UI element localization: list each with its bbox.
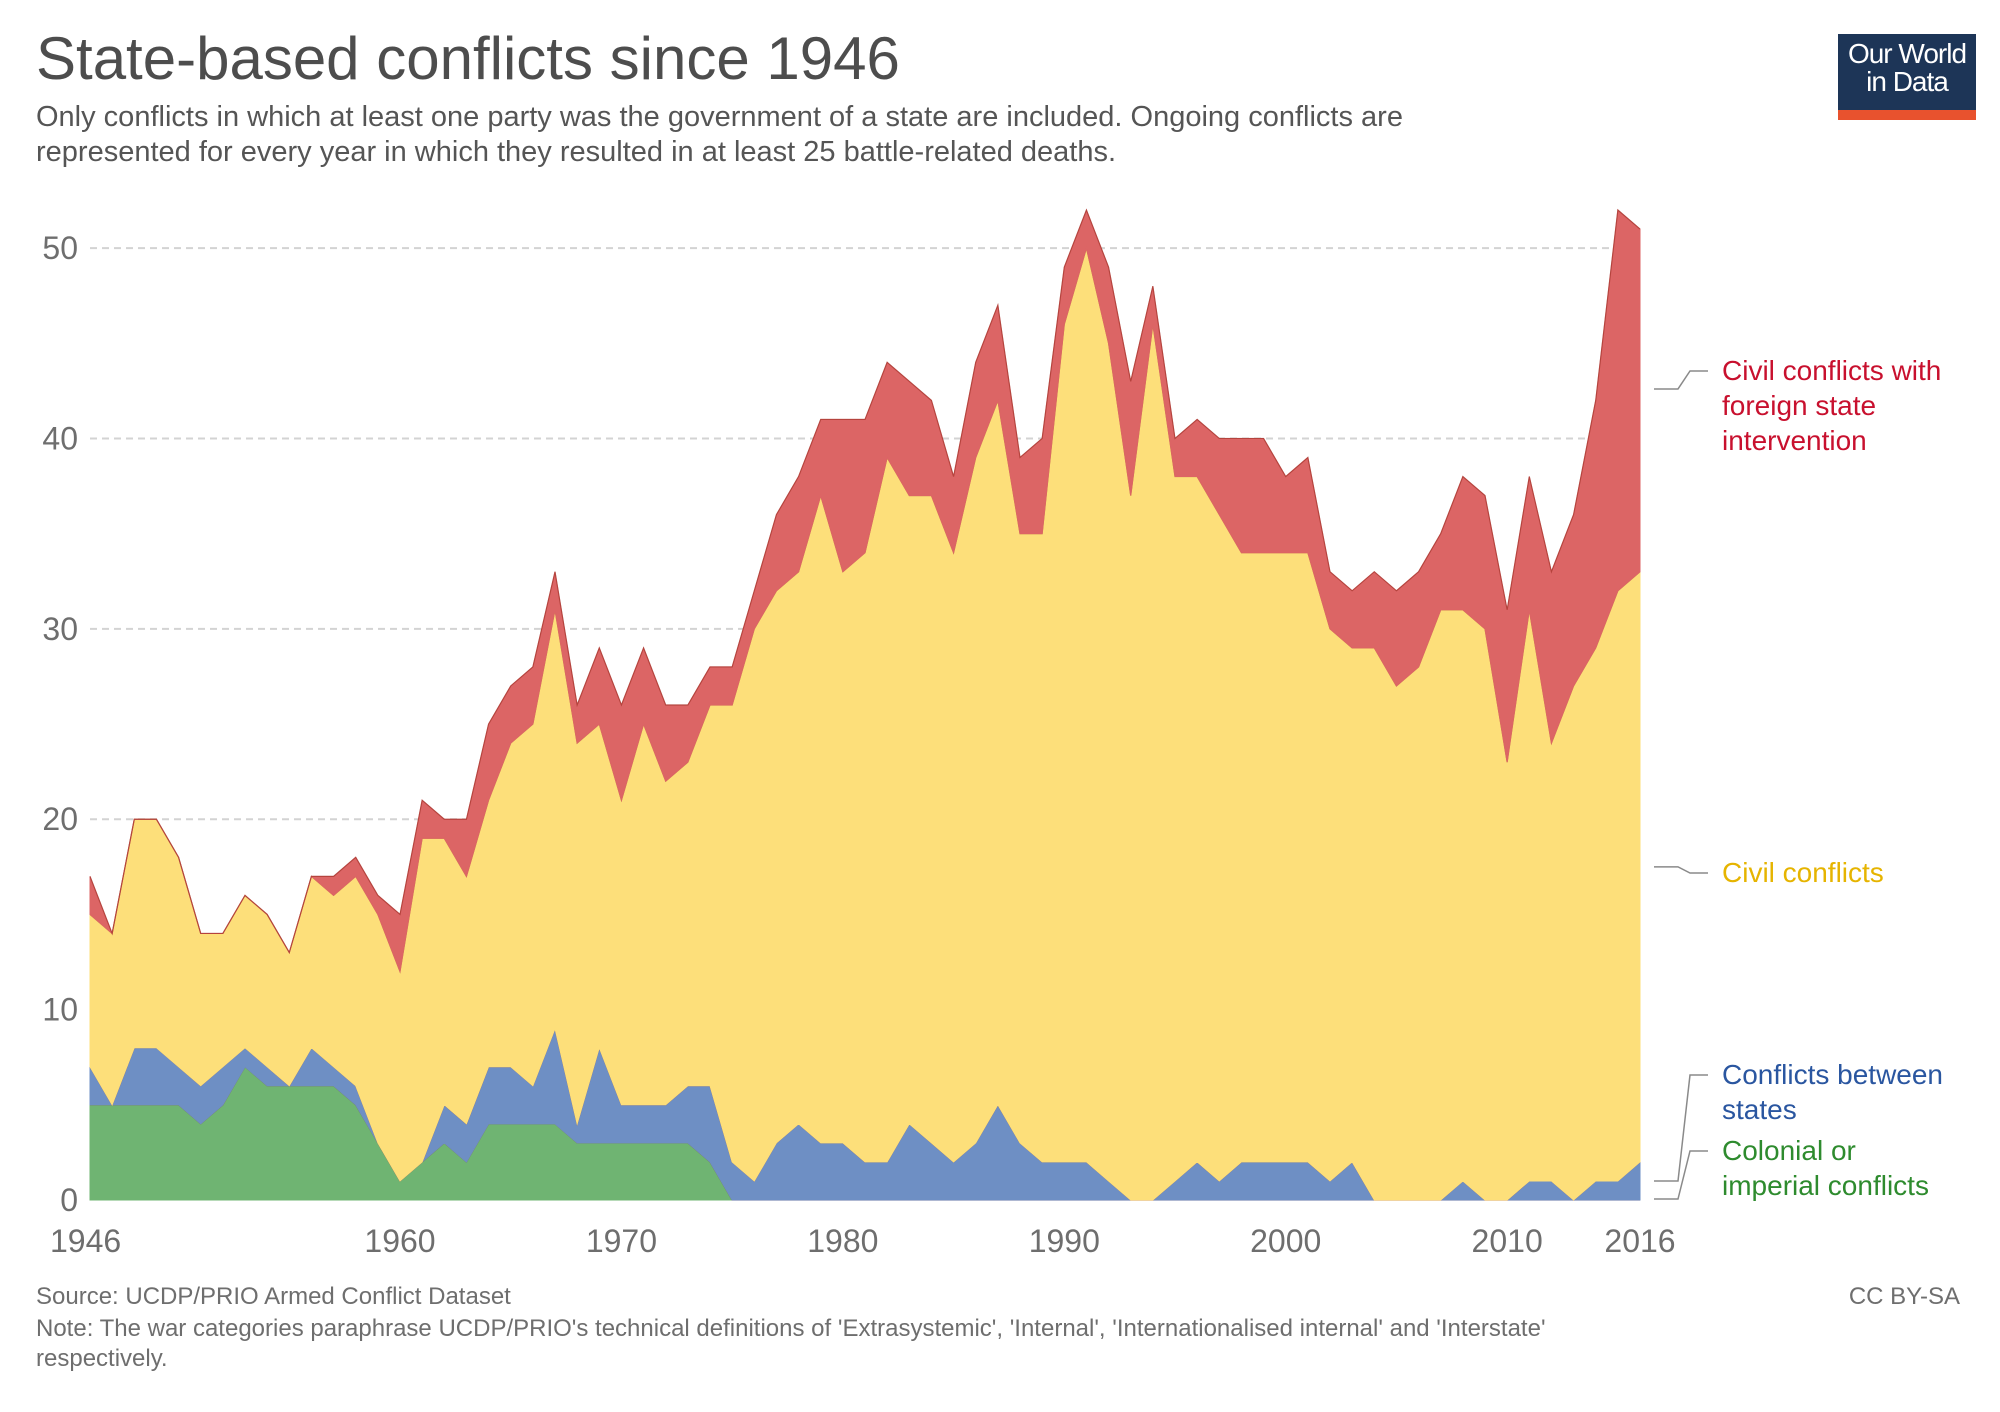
note-line: respectively.	[36, 1345, 168, 1372]
y-tick-label: 20	[42, 801, 78, 837]
logo-line: Our World	[1847, 38, 1967, 69]
area-civil-conflicts	[89, 246, 1641, 1201]
y-tick-label: 10	[42, 992, 78, 1028]
legend-connector	[1654, 1150, 1708, 1200]
legend-label: Civil conflicts with foreign state interve…	[1722, 355, 1941, 456]
legend-label-line: Conflicts between	[1722, 1059, 1943, 1090]
stacked-area-chart: 0 10 20 30 40 50 1946 1960 1970 1980 1990 2000 2010…	[42, 208, 1943, 1259]
legend-label-line: Civil conflicts	[1722, 857, 1884, 888]
note-text: Note: The war categories paraphrase UCDP…	[36, 1314, 1956, 1374]
legend-label: Conflicts between states	[1722, 1059, 1943, 1125]
y-tick-label: 50	[42, 230, 78, 266]
legend-item[interactable]: Conflicts between states	[1654, 1059, 1943, 1182]
x-tick-label: 1970	[586, 1223, 657, 1259]
x-axis-ticks: 1946 1960 1970 1980 1990 2000 2010 2016	[50, 1223, 1676, 1259]
legend-connector	[1654, 866, 1708, 874]
y-tick-label: 40	[42, 420, 78, 456]
y-tick-label: 0	[60, 1182, 78, 1218]
logo-accent-bar	[1838, 110, 1976, 120]
x-tick-label: 2016	[1604, 1223, 1675, 1259]
legend-label: Colonial or imperial conflicts	[1722, 1135, 1929, 1201]
source-text: Source: UCDP/PRIO Armed Conflict Dataset	[36, 1283, 511, 1310]
note-line: Note: The war categories paraphrase UCDP…	[36, 1315, 1546, 1342]
x-tick-label: 1960	[364, 1223, 435, 1259]
legend-label-line: foreign state	[1722, 390, 1876, 421]
legend-label-line: states	[1722, 1094, 1797, 1125]
owid-logo[interactable]: Our World in Data	[1838, 34, 1976, 120]
subtitle-line: represented for every year in which they…	[36, 135, 1117, 168]
area-series	[89, 208, 1641, 1201]
logo-text: Our World in Data	[1838, 40, 1976, 96]
legend-item[interactable]: Civil conflicts	[1654, 857, 1884, 888]
legend-connector	[1654, 1074, 1708, 1182]
x-tick-label: 2010	[1472, 1223, 1543, 1259]
legend-label-line: Civil conflicts with	[1722, 355, 1941, 386]
legend-item[interactable]: Civil conflicts with foreign state interve…	[1654, 355, 1941, 456]
y-axis-ticks: 0 10 20 30 40 50	[42, 230, 78, 1218]
subtitle-line: Only conflicts in which at least one par…	[36, 101, 1403, 133]
chart-title: State-based conflicts since 1946	[36, 25, 900, 92]
logo-line: in Data	[1866, 66, 1949, 97]
legend-connector	[1654, 370, 1708, 390]
y-tick-label: 30	[42, 611, 78, 647]
license-link[interactable]: CC BY-SA	[1848, 1283, 1960, 1310]
legend-label-line: Colonial or	[1722, 1135, 1856, 1166]
area-edge-civil-conflicts-with-foreign-state-intervention	[89, 208, 1641, 955]
legend-label-line: imperial conflicts	[1722, 1170, 1929, 1201]
x-tick-label: 1946	[50, 1223, 121, 1259]
legend-label-line: intervention	[1722, 425, 1867, 456]
x-tick-label: 2000	[1250, 1223, 1321, 1259]
chart-subtitle: Only conflicts in which at least one par…	[36, 100, 1736, 170]
legend-item[interactable]: Colonial or imperial conflicts	[1654, 1135, 1929, 1201]
legend-label: Civil conflicts	[1722, 857, 1884, 888]
legend: Civil conflicts with foreign state interve…	[1654, 355, 1943, 1201]
x-tick-label: 1980	[807, 1223, 878, 1259]
x-tick-label: 1990	[1029, 1223, 1100, 1259]
